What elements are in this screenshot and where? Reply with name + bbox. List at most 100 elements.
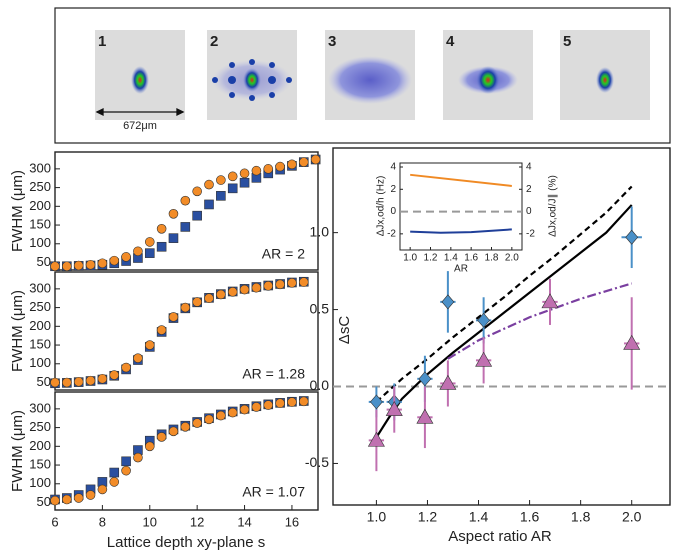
y-tick-label: 200 [29,318,51,333]
marker [121,362,131,373]
x-tick-label: 1.2 [424,253,438,264]
marker [180,302,191,313]
y-tick-label: -2 [387,228,396,239]
y2-tick-label: 2 [526,184,532,195]
x-tick-label: 2.0 [622,509,642,525]
marker [144,248,155,258]
marker [50,261,60,272]
marker [416,408,434,424]
marker [156,325,167,335]
marker [62,377,72,388]
marker [367,431,385,447]
atom-cloud [476,66,500,94]
atom-cloud [328,56,412,104]
y-tick-label: 50 [37,374,51,389]
marker [298,157,309,167]
marker [204,199,214,210]
marker [97,484,108,495]
marker [121,252,131,262]
atom-cloud [131,66,149,94]
annotation: AR = 1.28 [242,366,305,382]
x-tick-label: 8 [99,514,106,529]
marker [275,398,285,409]
y-tick-label: 250 [29,419,51,434]
x-tick-label: 14 [237,514,251,529]
marker [263,164,274,174]
marker [180,195,191,206]
y-tick-label: 4 [390,162,396,173]
y2-tick-label: 0 [526,206,532,217]
y-tick-label: 150 [29,216,51,231]
atom-cloud [243,68,261,92]
x-tick-label: 1.6 [520,509,540,525]
marker [287,278,297,288]
x-tick-label: 1.8 [571,509,591,525]
image-label: 4 [446,33,455,50]
marker [251,165,262,176]
marker [204,179,214,190]
marker [310,154,321,165]
marker [192,418,202,428]
x-tick-label: 2.0 [505,253,519,264]
marker [475,351,493,367]
marker [156,223,167,234]
marker [192,297,202,307]
series-line [410,228,512,234]
marker [204,293,214,304]
marker [204,414,214,425]
marker [168,209,179,219]
marker [298,277,309,287]
marker [192,210,202,221]
image-label: 1 [98,33,106,50]
y-axis-label: ΔJx,od/h (Hz) [376,176,387,237]
marker [541,293,559,309]
marker [109,467,120,478]
marker [239,404,250,415]
marker [418,371,432,387]
y-tick-label: -0.5 [305,454,329,470]
x-tick-label: 1.0 [367,509,387,525]
plot-frame [54,271,319,391]
marker [156,241,167,252]
marker [121,456,131,467]
y-tick-label: 200 [29,438,51,453]
marker [85,375,96,386]
x-tick-label: 1.2 [418,509,438,525]
marker [73,260,84,271]
y-tick-label: 250 [29,179,51,194]
marker [227,287,238,297]
plot-frame [399,162,523,251]
marker [73,493,84,503]
x-tick-label: 12 [190,514,204,529]
y-tick-label: 150 [29,456,51,471]
marker [439,374,457,390]
marker [385,400,403,416]
x-tick-label: 1.8 [485,253,499,264]
y-axis-label: ΔsC [336,316,353,345]
marker [441,294,455,310]
y-tick-label: 300 [29,280,51,295]
y-tick-label: 100 [29,355,51,370]
marker [144,340,155,350]
marker [275,161,285,172]
marker [216,175,226,185]
y-tick-label: 50 [37,254,51,269]
x-axis-label: Lattice depth xy-plane s [107,534,265,551]
y-axis-label: FWHM (μm) [9,170,26,252]
x-tick-label: 16 [285,514,299,529]
y-tick-label: 0 [390,206,396,217]
marker [109,477,120,487]
marker [168,233,179,243]
marker [85,490,96,500]
x-tick-label: 1.4 [444,253,458,264]
marker [133,452,143,463]
marker [97,373,108,384]
x-tick-label: 6 [51,514,58,529]
y-tick-label: 200 [29,198,51,213]
marker [239,177,250,188]
x-tick-label: 1.6 [464,253,478,264]
atom-cloud [596,67,614,93]
marker [216,191,226,201]
marker [109,370,120,380]
